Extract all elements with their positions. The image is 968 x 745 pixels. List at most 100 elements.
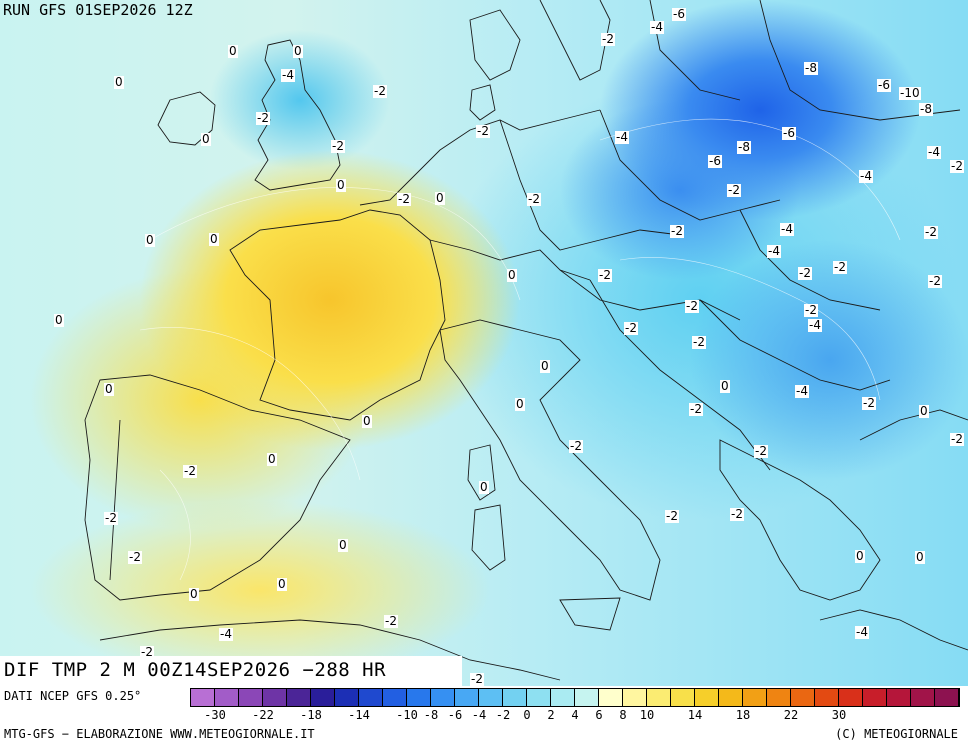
colorbar-swatch [191, 689, 215, 706]
colorbar-tick-label: 18 [735, 708, 751, 722]
contour-label: 0 [114, 75, 124, 89]
contour-label: -2 [798, 266, 812, 280]
contour-label: -2 [128, 550, 142, 564]
contour-label: -6 [672, 7, 686, 21]
colorbar-tick-label: 0 [523, 708, 531, 722]
colorbar-tick-label: 22 [783, 708, 799, 722]
contour-label: 0 [540, 359, 550, 373]
contour-label: 0 [54, 313, 64, 327]
contour-label: -4 [859, 169, 873, 183]
colorbar-swatch [575, 689, 599, 706]
contour-label: 0 [277, 577, 287, 591]
colorbar-tick-label: -10 [396, 708, 418, 722]
contour-label: 0 [362, 414, 372, 428]
colorbar-swatch [479, 689, 503, 706]
contour-label: -4 [650, 20, 664, 34]
contour-label: -10 [899, 86, 921, 100]
colorbar-tick-label: 14 [687, 708, 703, 722]
contour-label: -2 [862, 396, 876, 410]
contour-label: -2 [730, 507, 744, 521]
contour-label: -6 [708, 154, 722, 168]
colorbar-swatch [647, 689, 671, 706]
colorbar-swatch [263, 689, 287, 706]
contour-label: -2 [754, 444, 768, 458]
contour-label: -6 [782, 126, 796, 140]
contour-label: 0 [145, 233, 155, 247]
contour-label: -2 [569, 439, 583, 453]
colorbar-swatch [935, 689, 959, 706]
contour-label: 0 [479, 480, 489, 494]
contour-label: 0 [338, 538, 348, 552]
colorbar-swatch [503, 689, 527, 706]
colorbar-swatch [719, 689, 743, 706]
colorbar-swatch [431, 689, 455, 706]
contour-label: -4 [795, 384, 809, 398]
contour-label: -2 [804, 303, 818, 317]
contour-label: 0 [435, 191, 445, 205]
colorbar-swatch [791, 689, 815, 706]
contour-label: -2 [373, 84, 387, 98]
contour-label: -6 [877, 78, 891, 92]
contour-label: -4 [780, 222, 794, 236]
contour-label: -2 [256, 111, 270, 125]
colorbar-swatch [623, 689, 647, 706]
colorbar-tick-label: -6 [447, 708, 463, 722]
credits-right: (C) METEOGIORNALE [835, 727, 958, 741]
field-title-box [0, 656, 462, 686]
contour-label: -2 [601, 32, 615, 46]
contour-label: -2 [397, 192, 411, 206]
contour-label: -2 [950, 432, 964, 446]
contour-label: 0 [336, 178, 346, 192]
country-borders [84, 0, 968, 681]
contour-label: -2 [598, 268, 612, 282]
contour-label: -4 [281, 68, 295, 82]
contour-label: -2 [624, 321, 638, 335]
colorbar-swatch [239, 689, 263, 706]
credits-left: MTG-GFS − ELABORAZIONE WWW.METEOGIORNALE… [4, 727, 315, 741]
data-source-label: DATI NCEP GFS 0.25° [4, 689, 142, 703]
contour-label: 0 [515, 397, 525, 411]
colorbar-swatch [815, 689, 839, 706]
contour-label: -2 [470, 672, 484, 686]
colorbar-tick-label: 8 [619, 708, 627, 722]
contour-label: 0 [720, 379, 730, 393]
colorbar-swatch [911, 689, 935, 706]
colorbar-tick-label: 30 [831, 708, 847, 722]
contour-label: 0 [209, 232, 219, 246]
colorbar-swatch [383, 689, 407, 706]
colorbar-swatch [743, 689, 767, 706]
colorbar-tick-label: -30 [204, 708, 226, 722]
contour-label: -2 [104, 511, 118, 525]
colorbar-swatch [839, 689, 863, 706]
contour-label: 0 [104, 382, 114, 396]
colorbar-tick-label: -18 [300, 708, 322, 722]
contour-label: -2 [727, 183, 741, 197]
contour-label: -2 [685, 299, 699, 313]
colorbar-tick-label: -4 [471, 708, 487, 722]
contour-label: -4 [927, 145, 941, 159]
colorbar-tick-label: -22 [252, 708, 274, 722]
colorbar-tick-label: -14 [348, 708, 370, 722]
contour-label: 0 [855, 549, 865, 563]
temperature-anomaly-map: -6 -4 -2 0 0 0 -4 -2 -8 -6 -10 -8 -2 -2 … [0, 0, 968, 686]
colorbar-swatch [359, 689, 383, 706]
contour-label: -4 [855, 625, 869, 639]
colorbar-swatch [527, 689, 551, 706]
contour-label: -4 [808, 318, 822, 332]
contour-label: 0 [189, 587, 199, 601]
contour-label: -8 [919, 102, 933, 116]
field-title: DIF TMP 2 M 00Z14SEP2026 −288 HR [4, 659, 387, 681]
contour-label: -4 [615, 130, 629, 144]
contour-label: -2 [140, 645, 154, 659]
colorbar-swatch [215, 689, 239, 706]
contour-label: -2 [183, 464, 197, 478]
colorbar-swatch [311, 689, 335, 706]
contour-label: 0 [919, 404, 929, 418]
colorbar-tick-label: -2 [495, 708, 511, 722]
colorbar-swatch [287, 689, 311, 706]
contour-label: -2 [833, 260, 847, 274]
run-title: RUN GFS 01SEP2026 12Z [3, 1, 193, 19]
contour-label: -2 [950, 159, 964, 173]
colorbar [190, 688, 960, 707]
contour-label: -2 [692, 335, 706, 349]
